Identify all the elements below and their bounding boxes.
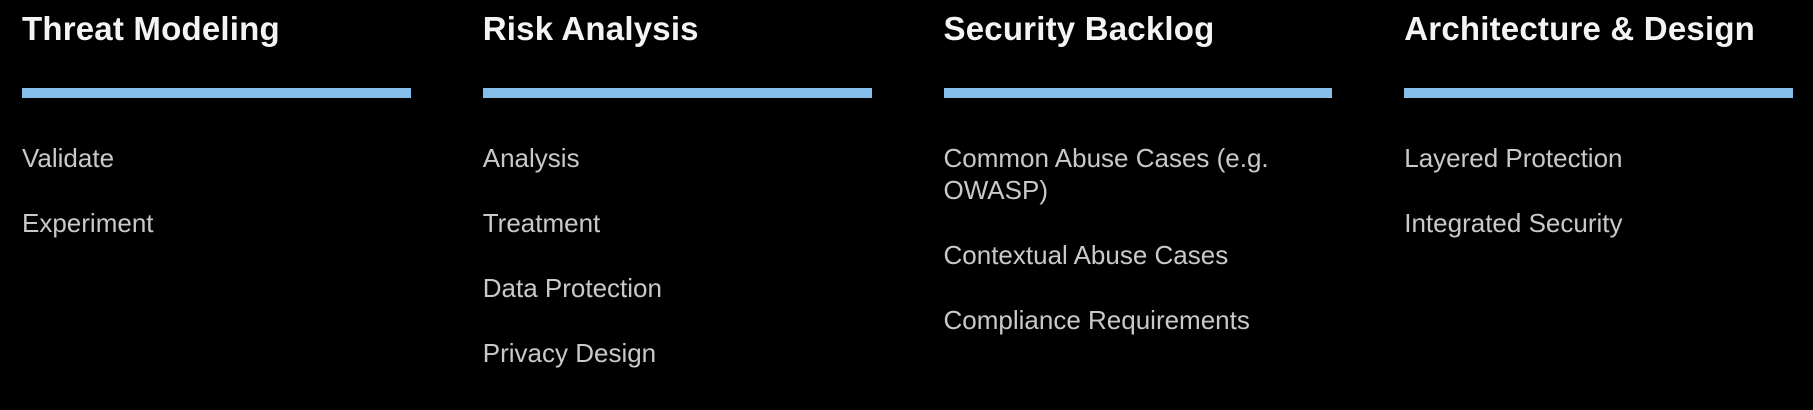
column-accent-divider (22, 88, 411, 98)
list-item: Analysis (482, 143, 580, 173)
list-item: Layered Protection (1404, 143, 1623, 173)
list-item: Data Protection (482, 273, 662, 303)
column-accent-divider (943, 88, 1333, 98)
list-item: Compliance Requirements (943, 305, 1250, 335)
list-item: Privacy Design (482, 338, 657, 368)
list-item: Validate (22, 143, 115, 173)
list-item: Integrated Security (1404, 208, 1623, 238)
column-risk-analysis: Risk Analysis Analysis Treatment Data Pr… (482, 10, 872, 410)
column-title: Threat Modeling (22, 10, 280, 47)
column-item-list: Validate Experiment (22, 142, 411, 272)
column-title: Risk Analysis (482, 10, 699, 47)
list-item: Experiment (22, 208, 154, 238)
column-accent-divider (1404, 88, 1793, 98)
column-item-list: Layered Protection Integrated Security (1404, 142, 1793, 272)
list-item: Contextual Abuse Cases (943, 240, 1229, 270)
list-item: Common Abuse Cases (e.g. OWASP) (943, 143, 1269, 205)
column-threat-modeling: Threat Modeling Validate Experiment (22, 10, 411, 410)
column-item-list: Analysis Treatment Data Protection Priva… (483, 142, 872, 402)
column-title: Architecture & Design (1404, 10, 1756, 47)
column-architecture-design: Architecture & Design Layered Protection… (1404, 10, 1793, 410)
column-security-backlog: Security Backlog Common Abuse Cases (e.g… (943, 10, 1333, 410)
column-item-list: Common Abuse Cases (e.g. OWASP) Contextu… (944, 142, 1333, 369)
list-item: Treatment (482, 208, 601, 238)
column-accent-divider (482, 88, 872, 98)
column-title: Security Backlog (943, 10, 1215, 47)
